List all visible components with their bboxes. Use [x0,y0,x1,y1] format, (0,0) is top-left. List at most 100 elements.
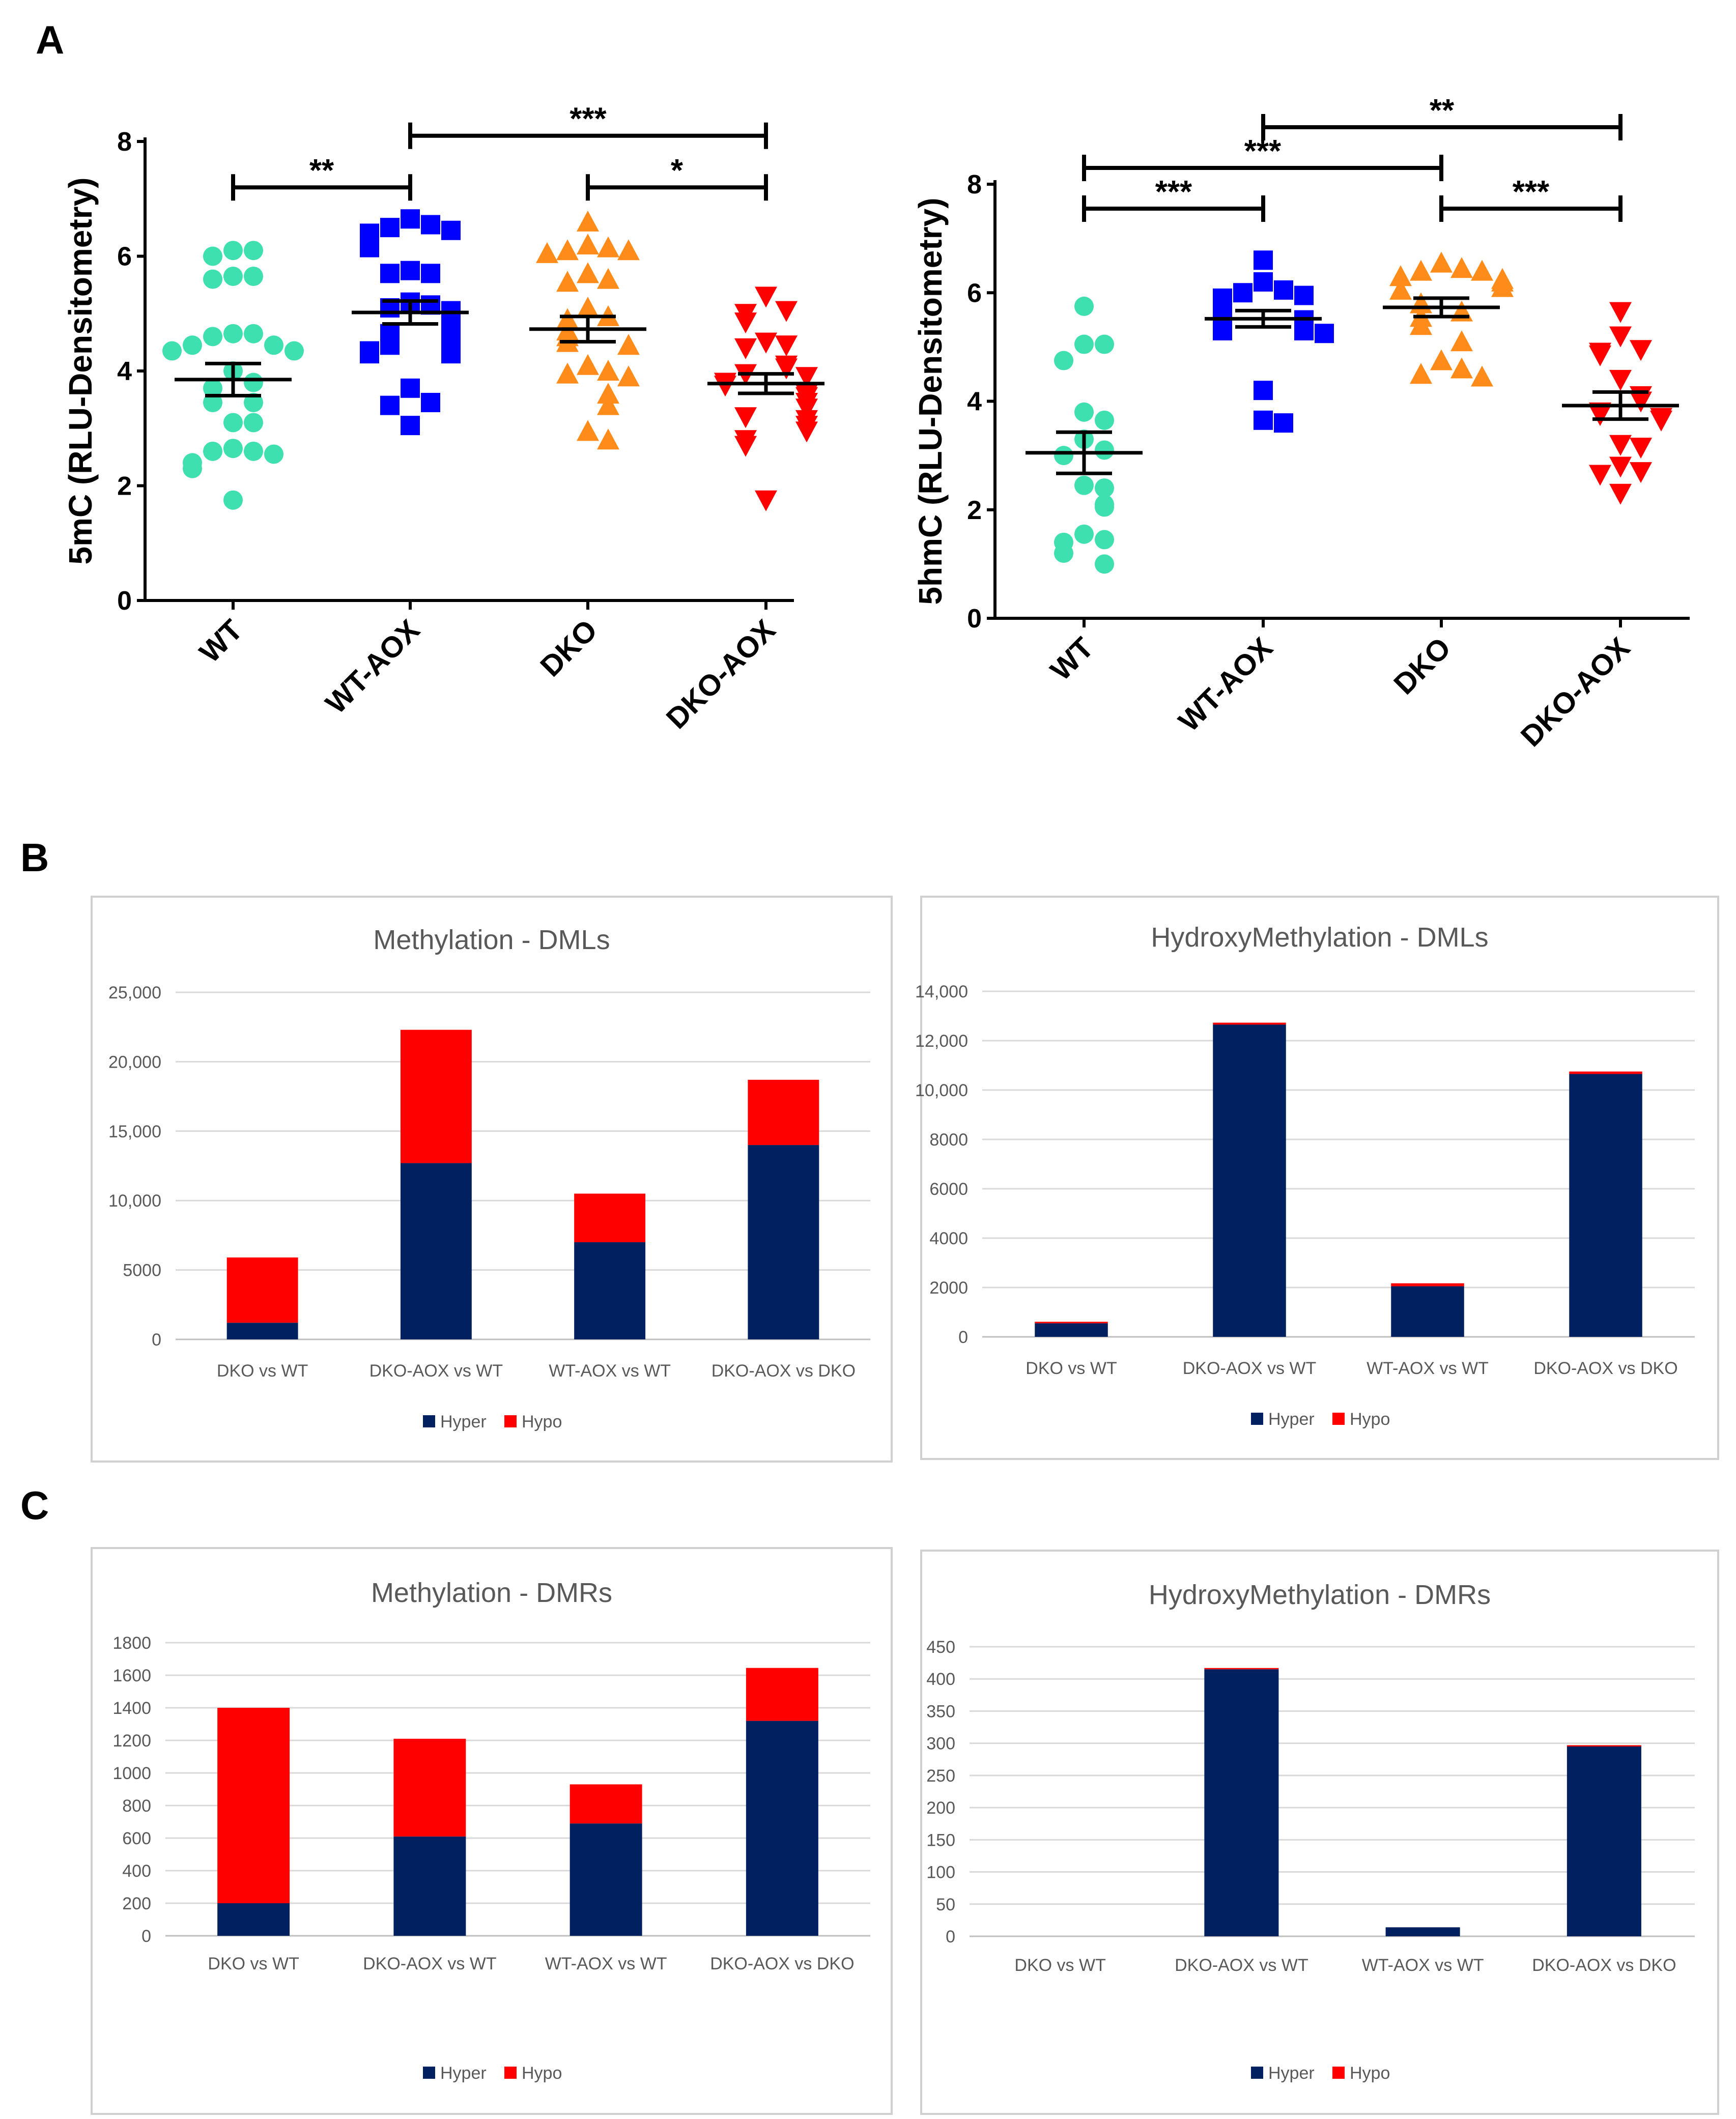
y-tick-label: 1800 [112,1634,151,1653]
data-point [1609,483,1632,505]
data-point [714,376,736,397]
y-tick-label: 0 [958,1328,968,1347]
data-point [795,398,818,420]
data-point [755,332,777,354]
data-point [441,344,461,364]
bar-hyper [748,1145,819,1339]
category-label: DKO-AOX vs DKO [710,1954,854,1973]
y-tick-label: 4 [967,387,982,417]
category-label: WT-AOX vs WT [1367,1359,1489,1378]
bar-hypo [1391,1283,1464,1286]
category-label: WT-AOX vs WT [549,1361,671,1381]
data-point [1315,324,1334,343]
y-tick-label: 10,000 [108,1191,161,1211]
y-tick-label: 10,000 [915,1081,968,1100]
data-point [203,441,222,461]
data-point [775,301,798,322]
data-point [1630,391,1652,413]
data-point [577,233,599,254]
bar-hyper [574,1242,646,1339]
data-point [556,271,579,292]
data-point [360,238,379,257]
bar-hyper [393,1836,466,1936]
data-point [401,209,420,229]
y-tick-label: 12,000 [915,1032,968,1051]
data-point [1410,260,1432,281]
category-label: WT [1044,631,1100,687]
category-label: DKO-AOX vs WT [1175,1956,1308,1975]
data-point [1074,296,1094,316]
y-tick-label: 8 [117,127,132,157]
category-label: DKO [534,613,604,683]
data-point [284,341,304,361]
y-tick-label: 450 [926,1638,955,1657]
data-point [1609,369,1632,391]
data-point [1213,321,1232,340]
bar-hypo [1204,1668,1279,1670]
data-point [1389,265,1412,287]
category-label: WT-AOX vs WT [545,1954,667,1973]
y-tick-label: 200 [122,1894,151,1913]
data-point [1389,278,1412,300]
data-point [1254,250,1273,270]
data-point [597,394,619,415]
data-point [617,239,640,261]
category-label: WT-AOX [1172,631,1279,738]
data-point [1471,365,1493,387]
category-label: DKO-AOX [1515,631,1637,753]
data-point [244,266,263,286]
data-point [1233,283,1253,303]
legend-swatch-hyper [423,2067,435,2079]
y-tick-label: 2000 [929,1278,968,1298]
chart-title: Methylation - DMLs [373,925,610,955]
data-point [1074,334,1094,354]
data-point [223,413,243,433]
data-point [1450,357,1473,379]
bar-hypo [226,1257,298,1323]
bar-hyper [1569,1074,1642,1337]
significance-label: *** [1155,175,1192,210]
bar-hypo [1035,1322,1108,1324]
data-point [441,220,461,240]
data-point [1095,410,1114,430]
data-point [1095,440,1114,460]
category-label: DKO-AOX vs WT [369,1361,503,1381]
data-point [1410,363,1432,384]
data-point [1054,351,1073,370]
data-point [162,341,182,361]
bar-hyper [1213,1024,1286,1337]
category-label: DKO-AOX vs DKO [712,1361,856,1381]
bar-hyper [1567,1746,1641,1936]
data-point [223,439,243,459]
y-tick-label: 14,000 [915,982,968,1001]
significance-label: *** [570,102,607,137]
y-tick-label: 400 [926,1670,955,1689]
y-tick-label: 600 [122,1829,151,1848]
data-point [264,335,283,355]
bar-hyper [1385,1927,1460,1936]
data-point [1589,465,1611,486]
panel-label-a: A [36,17,64,62]
data-point [556,308,579,329]
data-point [360,344,379,364]
bar-hypo [746,1668,818,1721]
data-point [1074,402,1094,422]
y-tick-label: 800 [122,1796,151,1816]
data-point [577,354,599,375]
data-point [1450,330,1473,352]
legend-label: Hyper [440,1412,487,1431]
y-tick-label: 4000 [929,1229,968,1248]
data-point [775,358,798,380]
y-tick-label: 6 [967,278,982,308]
bar-hypo [1567,1745,1641,1746]
y-tick-label: 100 [926,1863,955,1882]
data-point [380,335,400,355]
data-point [556,239,579,261]
bar-hypo [574,1193,646,1243]
y-tick-label: 5000 [123,1261,161,1280]
data-point [1609,302,1632,323]
legend-swatch-hypo [504,2067,517,2079]
data-point [1630,438,1652,459]
y-tick-label: 200 [926,1798,955,1818]
data-point [536,242,558,263]
